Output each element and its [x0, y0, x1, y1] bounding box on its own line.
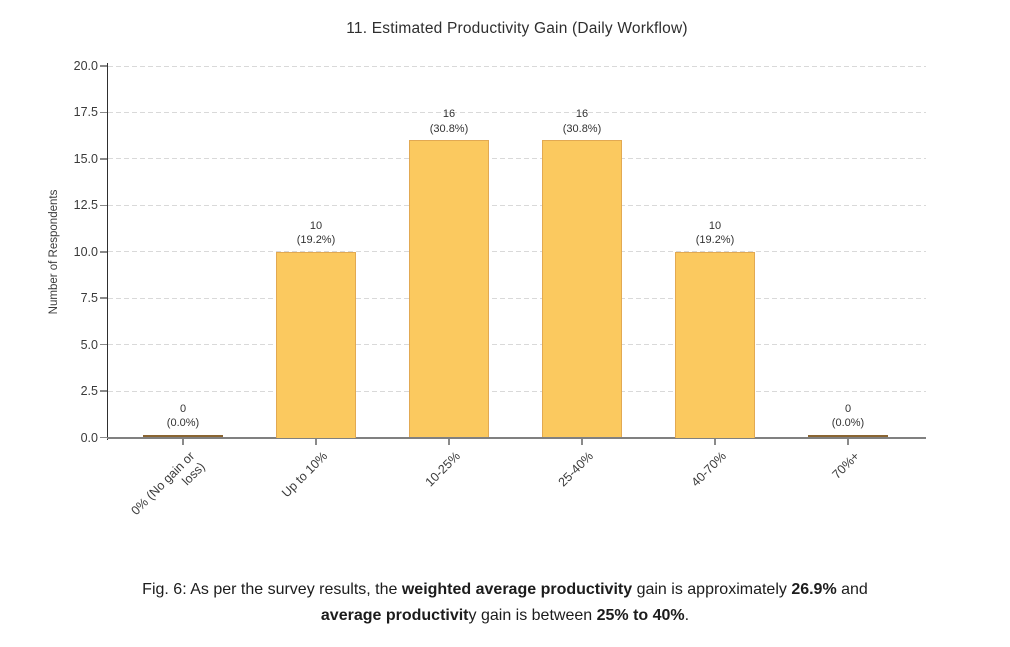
caption-bold-text: weighted average productivity — [401, 581, 633, 598]
x-tick-label: 0% (No gain or loss) — [128, 449, 208, 518]
y-tick-mark — [100, 251, 107, 253]
bar — [542, 140, 622, 438]
y-tick-label: 15.0 — [73, 151, 98, 166]
bar-value-label: 16 (30.8%) — [429, 108, 469, 135]
x-axis-line — [106, 437, 926, 439]
y-tick-label: 2.5 — [80, 384, 98, 399]
y-axis-line — [106, 63, 108, 440]
x-tick-mark — [448, 439, 450, 445]
bar — [409, 140, 489, 438]
bar-value-label: 16 (30.8%) — [562, 108, 602, 135]
y-tick-label: 7.5 — [80, 291, 98, 306]
caption-line-2: average productivity gain is between 25%… — [0, 603, 1010, 629]
y-tick-label: 0.0 — [80, 430, 98, 445]
y-tick-mark — [100, 297, 107, 299]
caption-text: Fig. 6: As per the survey results, the — [142, 581, 402, 598]
bar — [675, 251, 755, 438]
y-tick-mark — [100, 65, 107, 67]
bar — [276, 251, 356, 438]
bar-value-label: 10 (19.2%) — [296, 219, 336, 247]
x-tick-mark — [315, 439, 317, 445]
x-tick-mark — [182, 439, 184, 445]
zero-bar — [808, 434, 888, 437]
y-tick-label: 17.5 — [73, 105, 98, 120]
caption-line-1: Fig. 6: As per the survey results, the w… — [0, 577, 1010, 603]
gridline — [108, 251, 926, 253]
x-tick-mark — [581, 439, 583, 445]
y-tick-label: 5.0 — [80, 337, 98, 352]
y-tick-label: 20.0 — [73, 59, 98, 73]
zero-bar — [143, 434, 223, 437]
chart-title: 11. Estimated Productivity Gain (Daily W… — [346, 20, 688, 37]
y-tick-mark — [100, 158, 107, 160]
caption-text: y gain is between — [468, 607, 597, 624]
bar-value-label: 0 (0.0%) — [831, 402, 865, 430]
x-tick-label: 10-25% — [422, 449, 463, 490]
bar-value-label: 0 (0.0%) — [166, 402, 200, 430]
y-tick-label: 12.5 — [73, 198, 98, 213]
caption-bold-text: 25% to 40% — [596, 607, 685, 624]
y-tick-mark — [100, 436, 107, 439]
x-tick-label: 70%+ — [829, 449, 862, 482]
x-tick-label: Up to 10% — [278, 449, 330, 501]
caption-bold-text: average productivit — [320, 607, 469, 624]
gridline — [108, 390, 926, 392]
x-tick-mark — [714, 439, 716, 445]
caption-text: and — [836, 581, 868, 598]
x-tick-label: 25-40% — [555, 449, 596, 490]
caption-text: . — [684, 607, 690, 624]
figure-caption: Fig. 6: As per the survey results, the w… — [0, 577, 1010, 629]
x-tick-mark — [847, 439, 849, 445]
y-tick-mark — [100, 390, 107, 392]
gridline — [108, 297, 926, 299]
x-tick-label: 40-70% — [688, 449, 729, 490]
gridline — [108, 111, 926, 113]
caption-bold-text: 26.9% — [791, 581, 837, 598]
gridline — [108, 65, 926, 67]
y-tick-mark — [100, 111, 107, 114]
y-tick-mark — [100, 204, 107, 207]
gridline — [108, 158, 926, 160]
bar-value-label: 10 (19.2%) — [695, 219, 735, 247]
caption-text: gain is approximately — [632, 581, 792, 598]
y-tick-label: 10.0 — [73, 244, 98, 259]
gridline — [108, 204, 926, 206]
y-tick-mark — [100, 343, 107, 346]
gridline — [108, 344, 926, 346]
